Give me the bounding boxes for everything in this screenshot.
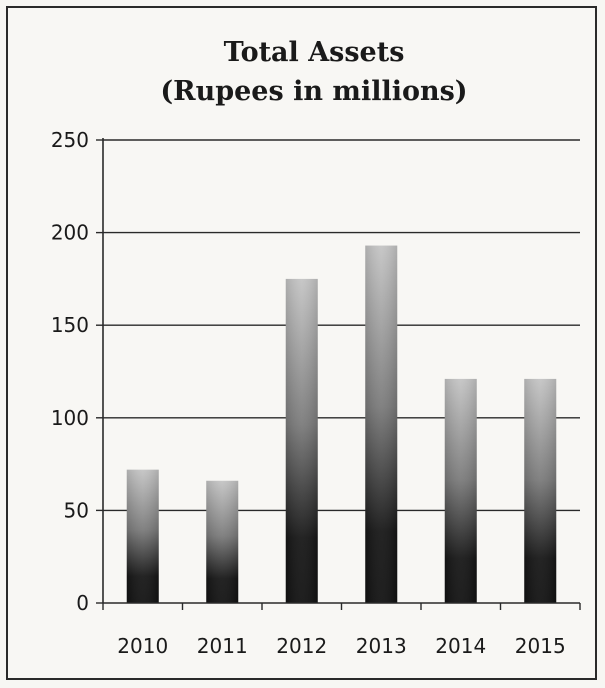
gridlines xyxy=(103,139,580,512)
x-tick-label: 2014 xyxy=(435,634,486,658)
x-tick-label: 2013 xyxy=(356,634,407,658)
y-tick-label: 150 xyxy=(51,313,89,337)
bar-shade-2013 xyxy=(365,245,398,603)
x-tick-label: 2010 xyxy=(117,634,168,658)
x-tick-label: 2015 xyxy=(515,634,566,658)
bar-shade-2015 xyxy=(524,378,557,603)
bar-shade-2012 xyxy=(285,278,318,603)
y-tick-label: 50 xyxy=(64,498,89,522)
y-tick-label: 100 xyxy=(51,406,89,430)
x-tick-label: 2011 xyxy=(197,634,248,658)
chart-subtitle: (Rupees in millions) xyxy=(160,76,467,107)
x-axis-ticks: 2010 2011 2012 2013 2014 2015 xyxy=(117,634,565,658)
y-axis-ticks: 0 50 100 150 200 250 xyxy=(51,128,103,615)
y-tick-label: 200 xyxy=(51,221,89,245)
x-axis xyxy=(102,138,581,610)
chart-title: Total Assets xyxy=(224,37,405,68)
bar-shade-2011 xyxy=(206,480,239,603)
y-tick-label: 0 xyxy=(76,591,89,615)
bar-shade-2010 xyxy=(126,469,159,603)
y-tick-label: 250 xyxy=(51,128,89,152)
bar-shade-2014 xyxy=(444,378,477,603)
x-tick-label: 2012 xyxy=(276,634,327,658)
bars xyxy=(126,245,557,603)
